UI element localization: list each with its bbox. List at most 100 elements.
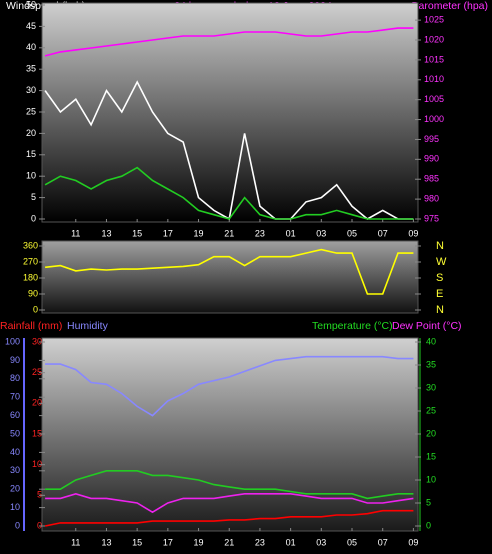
panel: 0510152025303540455097598098599099510001… (26, 0, 444, 238)
y-tick-label: 100 (5, 336, 20, 346)
y3-tick-label: 25 (32, 367, 42, 377)
y3-tick-label: 0 (37, 520, 42, 530)
series-line (45, 248, 414, 295)
y2-tick-label: 1000 (424, 114, 444, 124)
x-tick-label: 07 (378, 228, 388, 238)
x-tick-label: 17 (163, 228, 173, 238)
y3-tick-label: 5 (37, 490, 42, 500)
y-tick-label: 5 (31, 192, 36, 202)
panel-background (41, 240, 419, 314)
y-tick-label: 50 (10, 428, 20, 438)
y2-tick-label: 35 (426, 359, 436, 369)
y3-tick-label: 10 (32, 459, 42, 469)
y-tick-label: 90 (28, 288, 38, 298)
y2-tick-label: 995 (424, 134, 439, 144)
x-tick-label: 05 (347, 537, 357, 547)
y-tick-label: 20 (26, 128, 36, 138)
y-tick-label: 10 (26, 171, 36, 181)
y-tick-label: 90 (10, 355, 20, 365)
series-line (44, 509, 414, 527)
series-line (45, 492, 414, 514)
y-tick-label: 15 (26, 149, 36, 159)
y-tick-label: 45 (26, 21, 36, 31)
humidity-axis-label: Humidity (67, 320, 109, 332)
panel-background (41, 2, 419, 223)
y2-tick-label: 985 (424, 174, 439, 184)
y-tick-label: 0 (33, 304, 38, 314)
y-tick-label: 10 (10, 502, 20, 512)
x-tick-label: 23 (255, 228, 265, 238)
x-tick-label: 11 (71, 228, 80, 238)
x-tick-label: 13 (101, 537, 111, 547)
y2-tick-label: 980 (424, 193, 439, 203)
y2-tick-label: 975 (424, 213, 439, 223)
x-tick-label: 21 (224, 228, 234, 238)
dewpoint-axis-label: Dew Point (°C) (392, 320, 462, 332)
y-tick-label: 25 (26, 106, 36, 116)
y-tick-label: 80 (10, 373, 20, 383)
x-tick-label: 05 (347, 228, 357, 238)
y2-tick-label: 990 (424, 154, 439, 164)
series-line (44, 27, 414, 57)
y2-tick-label: 15 (426, 451, 436, 461)
x-tick-label: 09 (408, 537, 418, 547)
y2-tick-label: 0 (426, 520, 431, 530)
y-tick-label: 40 (26, 42, 36, 52)
y-tick-label: 30 (26, 85, 36, 95)
y-tick-label: 30 (10, 465, 20, 475)
x-tick-label: 03 (316, 537, 326, 547)
x-tick-label: 17 (163, 537, 173, 547)
y2-tick-label: N (436, 240, 444, 252)
x-tick-label: 01 (286, 228, 296, 238)
y3-tick-label: 15 (32, 428, 42, 438)
x-tick-label: 13 (101, 228, 111, 238)
y-tick-label: 270 (23, 256, 38, 266)
barometer-axis-label: Barometer (hpa) (412, 0, 488, 12)
y2-tick-label: 1010 (424, 74, 444, 84)
x-tick-label: 15 (132, 537, 142, 547)
x-tick-label: 23 (255, 537, 265, 547)
y-tick-label: 180 (23, 272, 38, 282)
y-tick-label: 60 (10, 410, 20, 420)
y2-tick-label: 1015 (424, 54, 444, 64)
x-tick-label: 21 (224, 537, 234, 547)
series-line (44, 166, 414, 220)
y-tick-label: 360 (23, 240, 38, 250)
y2-tick-label: 1020 (424, 34, 444, 44)
y-tick-label: 20 (10, 484, 20, 494)
x-tick-label: 19 (194, 537, 204, 547)
y2-tick-label: 1005 (424, 94, 444, 104)
y-tick-label: 70 (10, 392, 20, 402)
series-line (45, 355, 414, 417)
y-tick-label: 40 (10, 447, 20, 457)
x-tick-label: 11 (71, 537, 80, 547)
panel: 0102030405060708090100051015202530051015… (5, 336, 436, 547)
y-tick-label: 0 (15, 520, 20, 530)
y2-tick-label: S (436, 272, 443, 284)
y2-tick-label: 30 (426, 382, 436, 392)
temperature-axis-label: Temperature (°C) (312, 320, 393, 332)
y2-tick-label: 40 (426, 336, 436, 346)
x-tick-label: 19 (194, 228, 204, 238)
rain-axis-label: Rainfall (mm) (0, 320, 62, 332)
y2-tick-label: E (436, 288, 443, 300)
x-tick-label: 09 (408, 228, 418, 238)
x-tick-label: 01 (286, 537, 296, 547)
y2-tick-label: W (436, 256, 447, 268)
y2-tick-label: 1025 (424, 14, 444, 24)
y-tick-label: 50 (26, 0, 36, 9)
y2-tick-label: 10 (426, 474, 436, 484)
y-tick-label: 35 (26, 64, 36, 74)
y2-tick-label: N (436, 304, 444, 316)
x-tick-label: 03 (316, 228, 326, 238)
y-tick-label: 0 (31, 213, 36, 223)
y3-tick-label: 30 (32, 336, 42, 346)
y2-tick-label: 25 (426, 405, 436, 415)
y2-tick-label: 20 (426, 428, 436, 438)
x-tick-label: 07 (378, 537, 388, 547)
y2-tick-label: 5 (426, 497, 431, 507)
x-tick-label: 15 (132, 228, 142, 238)
series-line (45, 470, 414, 500)
